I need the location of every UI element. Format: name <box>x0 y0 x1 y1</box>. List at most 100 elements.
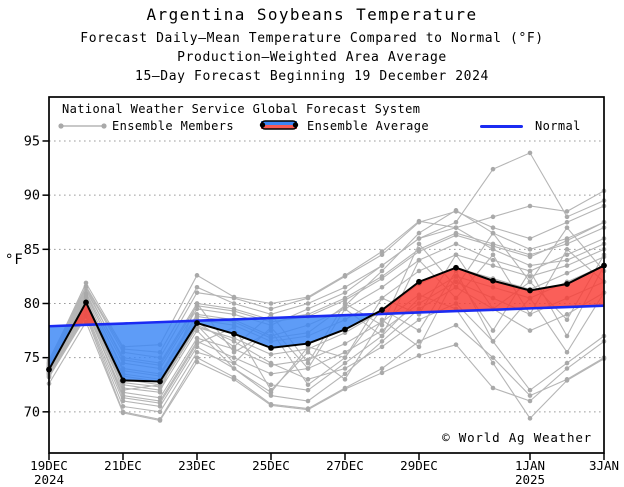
ensemble-member-dot <box>305 360 311 366</box>
normal-line-icon <box>480 125 523 128</box>
ensemble-average-dot <box>342 326 348 333</box>
ensemble-member-dot <box>416 268 422 274</box>
ensemble-member-dot <box>305 398 311 404</box>
ensemble-member-dot <box>527 398 533 404</box>
ensemble-member-dot <box>564 366 570 371</box>
ensemble-member-dot <box>527 236 533 241</box>
ensemble-member-dot <box>157 400 163 406</box>
ensemble-member-dot <box>379 317 385 323</box>
ensemble-member-dot <box>157 390 163 395</box>
ensemble-average-dot <box>453 264 459 271</box>
ensemble-average-icon <box>259 120 299 130</box>
ensemble-member-dot <box>342 341 348 346</box>
x-tick-label: 3JAN <box>589 458 619 473</box>
legend-normal-label: Normal <box>535 119 581 133</box>
ensemble-member-dot <box>379 249 385 254</box>
chart-title: Argentina Soybeans Temperature <box>146 5 478 24</box>
ensemble-member-dot <box>564 209 570 214</box>
ensemble-member-dot <box>342 273 348 278</box>
y-tick-label: 80 <box>24 296 40 312</box>
ensemble-member-dot <box>268 362 274 368</box>
ensemble-member-dot <box>416 249 422 254</box>
ensemble-member-dot <box>490 360 496 366</box>
ensemble-member-dot <box>231 355 237 360</box>
ensemble-member-dot <box>379 263 385 268</box>
ensemble-member-dot <box>564 317 570 323</box>
ensemble-member-dot <box>194 341 200 346</box>
ensemble-member-dot <box>379 284 385 290</box>
ensemble-member-dot <box>231 301 237 306</box>
ensemble-member-dot <box>194 314 200 319</box>
ensemble-average-dot <box>268 345 274 351</box>
ensemble-member-dot <box>305 306 311 312</box>
ensemble-member-dot <box>231 308 237 314</box>
ensemble-average-dot <box>527 287 533 294</box>
ensemble-average-dot <box>416 278 422 285</box>
ensemble-member-dot <box>564 349 570 355</box>
ensemble-member-dot <box>268 393 274 398</box>
ensemble-member-dot <box>453 252 459 258</box>
ensemble-member-line <box>48 294 605 420</box>
ensemble-member-dot <box>379 322 385 328</box>
ensemble-member-dot <box>379 333 385 339</box>
ensemble-member-line <box>48 320 605 422</box>
ensemble-member-dot <box>268 301 274 306</box>
ensemble-member-dot <box>416 257 422 263</box>
ensemble-member-dot <box>564 378 570 383</box>
ensemble-member-dot <box>268 312 274 317</box>
x-tick-label: 25DEC <box>252 458 290 473</box>
ensemble-member-dot <box>453 219 459 225</box>
ensemble-member-dot <box>379 276 385 281</box>
ensemble-member-dot <box>379 252 385 258</box>
ensemble-member-dot <box>527 268 533 274</box>
ensemble-member-dot <box>342 371 348 377</box>
ensemble-member-dot <box>416 353 422 358</box>
ensemble-member-dot <box>342 386 348 392</box>
ensemble-member-dot <box>527 387 533 393</box>
ensemble-member-dot <box>120 395 126 401</box>
y-tick-label: 85 <box>24 242 40 258</box>
ensemble-member-dot <box>268 387 274 393</box>
ensemble-member-dot <box>83 291 89 297</box>
legend-members-label: Ensemble Members <box>112 119 234 133</box>
ensemble-member-dot <box>527 254 533 260</box>
ensemble-member-dot <box>564 263 570 268</box>
ensemble-member-dot <box>490 243 496 249</box>
ensemble-member-dot <box>342 360 348 366</box>
ensemble-average-dot <box>120 377 126 384</box>
ensemble-member-dot <box>194 284 200 290</box>
ensemble-member-dot <box>194 335 200 341</box>
y-tick-label: 70 <box>24 404 40 420</box>
x-tick-sublabel: 2025 <box>515 472 545 487</box>
ensemble-member-dot <box>453 322 459 328</box>
ensemble-member-dot <box>564 257 570 263</box>
ensemble-member-line <box>48 256 605 388</box>
ensemble-member-dot <box>564 312 570 317</box>
ensemble-member-dot <box>305 407 311 412</box>
ensemble-member-dot <box>231 339 237 344</box>
plot-frame <box>48 96 605 454</box>
ensemble-member-dot <box>194 359 200 365</box>
chart-subtitle-2: Production–Weighted Area Average <box>177 50 447 65</box>
ensemble-member-dot <box>490 328 496 333</box>
below-normal-fill <box>49 305 604 382</box>
ensemble-average-dot <box>231 330 237 337</box>
ensemble-member-dot <box>527 203 533 209</box>
ensemble-member-dot <box>342 349 348 355</box>
x-tick-label: 19DEC <box>30 458 68 473</box>
ensemble-member-dot <box>527 150 533 156</box>
ensemble-member-line <box>48 315 605 421</box>
ensemble-member-dot <box>490 263 496 268</box>
ensemble-member-dot <box>416 317 422 323</box>
ensemble-member-dot <box>490 214 496 220</box>
ensemble-member-dot <box>490 247 496 252</box>
ensemble-member-dot <box>379 295 385 301</box>
ensemble-member-dot <box>453 241 459 247</box>
ensemble-member-dot <box>305 382 311 388</box>
ensemble-member-dot <box>231 360 237 366</box>
ensemble-member-dot <box>490 339 496 344</box>
chart-subtitle-3: 15–Day Forecast Beginning 19 December 20… <box>135 69 489 84</box>
ensemble-member-dot <box>379 366 385 371</box>
